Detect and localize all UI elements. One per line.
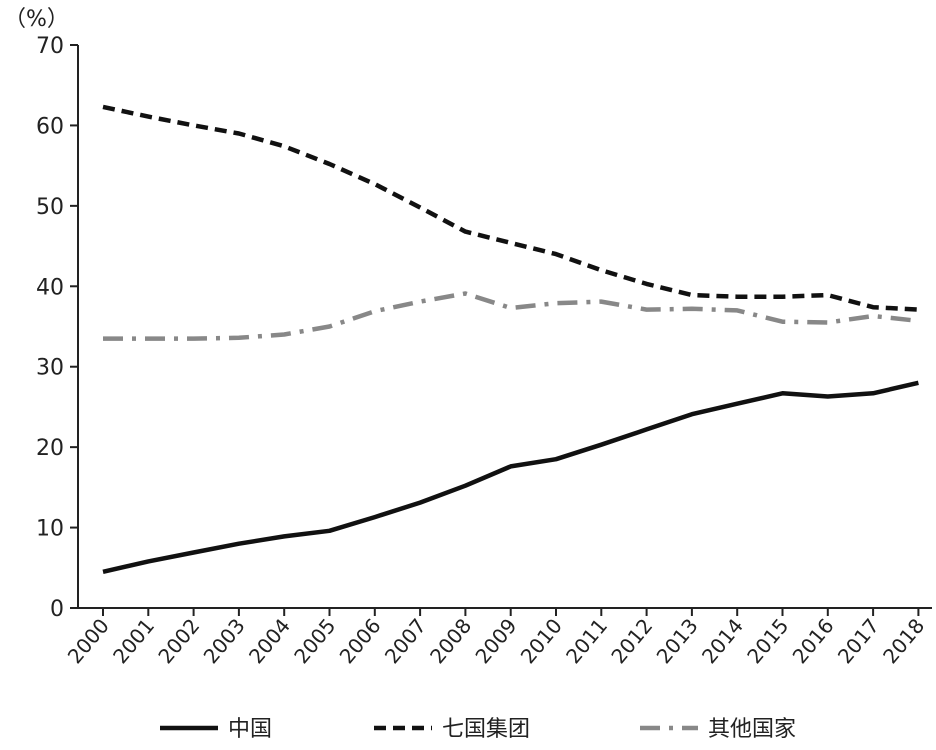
- y-tick-label: 40: [36, 275, 64, 300]
- x-tick-label: 2017: [833, 614, 884, 668]
- y-tick-label: 60: [36, 114, 64, 139]
- y-tick-label: 0: [50, 597, 64, 622]
- series-line-1: [102, 104, 919, 312]
- x-tick-label: 2004: [244, 614, 295, 668]
- series-line-0: [102, 380, 919, 574]
- y-unit-label: （%）: [4, 7, 69, 32]
- x-tick-label: 2012: [606, 614, 657, 668]
- y-tick-label: 30: [36, 356, 64, 381]
- y-tick-label: 10: [36, 517, 64, 542]
- x-tick-label: 2016: [788, 614, 839, 668]
- y-tick-label: 20: [36, 436, 64, 461]
- x-tick-label: 2010: [516, 614, 567, 668]
- x-tick-label: 2002: [153, 614, 204, 668]
- x-tick-label: 2015: [742, 614, 793, 668]
- x-tick-label: 2013: [652, 614, 703, 668]
- legend: 中国 七国集团 其他国家: [160, 717, 796, 742]
- x-axis: 2000200120022003200420052006200720082009…: [63, 607, 932, 668]
- legend-label-2: 其他国家: [708, 717, 796, 742]
- series-layer: [102, 104, 919, 574]
- y-axis: 0 10 20 30 40 50 60 70: [36, 34, 79, 622]
- x-tick-label: 2007: [380, 614, 431, 668]
- x-tick-label: 2009: [470, 614, 521, 668]
- series-line-2: [103, 291, 919, 341]
- x-tick-label: 2008: [425, 614, 476, 668]
- x-tick-label: 2011: [561, 614, 612, 668]
- x-tick-label: 2001: [108, 614, 159, 668]
- x-tick-label: 2005: [289, 614, 340, 668]
- x-tick-label: 2000: [63, 614, 114, 668]
- legend-label-0: 中国: [228, 717, 272, 742]
- x-tick-label: 2003: [199, 614, 250, 668]
- y-tick-label: 50: [36, 195, 64, 220]
- x-tick-label: 2006: [335, 614, 386, 668]
- x-tick-label: 2014: [697, 614, 748, 668]
- legend-label-1: 七国集团: [442, 717, 530, 742]
- x-tick-label: 2018: [878, 614, 929, 668]
- y-tick-label: 70: [36, 34, 64, 59]
